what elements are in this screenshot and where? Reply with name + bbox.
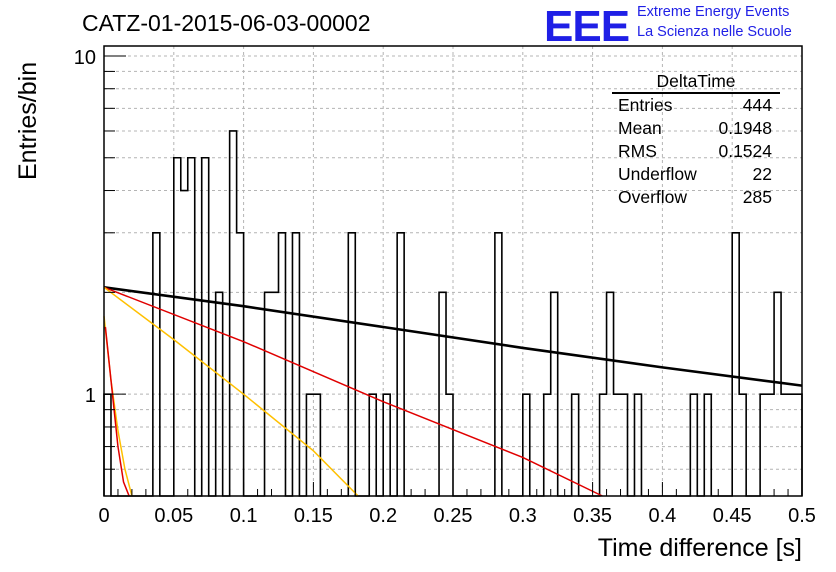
fit-curve (103, 286, 803, 387)
histogram-outline (103, 130, 803, 497)
x-tick-label: 0 (98, 505, 109, 527)
stats-row-overflow: Overflow 285 (612, 186, 780, 209)
x-tick-label: 0.05 (154, 505, 193, 527)
x-tick-label: 0.1 (230, 505, 258, 527)
stats-title: DeltaTime (612, 70, 780, 94)
logo-line-1: Extreme Energy Events (637, 4, 790, 20)
stats-row-mean: Mean 0.1948 (612, 117, 780, 140)
x-tick-label: 0.5 (788, 505, 816, 527)
y-tick-label: 1 (85, 385, 96, 407)
x-tick-label: 0.25 (434, 505, 473, 527)
x-tick-label: 0.15 (294, 505, 333, 527)
x-tick-label: 0.3 (509, 505, 537, 527)
x-tick-label: 0.45 (713, 505, 752, 527)
chart-title: CATZ-01-2015-06-03-00002 (82, 10, 371, 36)
stats-row-rms: RMS 0.1524 (612, 140, 780, 163)
stats-value: 22 (752, 164, 772, 184)
stats-row-underflow: Underflow 22 (612, 163, 780, 186)
stats-label: Underflow (618, 164, 697, 184)
stats-label: RMS (618, 141, 657, 161)
y-tick-label: 10 (74, 47, 96, 69)
stats-value: 444 (742, 95, 772, 115)
histogram-bars (103, 130, 803, 497)
x-tick-label: 0.35 (573, 505, 612, 527)
stats-label: Entries (618, 95, 673, 115)
stats-value: 285 (742, 187, 772, 207)
fit-curve (103, 286, 603, 497)
stats-value: 0.1948 (718, 118, 772, 138)
logo-line-2: La Scienza nelle Scuole (637, 24, 792, 40)
y-axis-label: Entries/bin (14, 61, 42, 180)
stats-label: Mean (618, 118, 662, 138)
stats-box: DeltaTime Entries 444 Mean 0.1948 RMS 0.152… (612, 70, 780, 209)
tick-labels: 0 0.05 0.1 0.15 0.2 0.25 0.3 0.35 0.4 0.45 0.5 1 10 (74, 47, 816, 527)
x-tick-label: 0.4 (648, 505, 676, 527)
stats-row-entries: Entries 444 (612, 94, 780, 117)
fit-curve (104, 326, 130, 497)
stats-label: Overflow (618, 187, 688, 207)
stats-value: 0.1524 (718, 141, 772, 161)
eee-logo: EEE (544, 2, 630, 51)
x-tick-label: 0.2 (369, 505, 397, 527)
fit-curves (103, 286, 803, 497)
fit-curve (103, 286, 359, 497)
axis-ticks (103, 55, 803, 497)
x-axis-label: Time difference [s] (597, 534, 802, 562)
